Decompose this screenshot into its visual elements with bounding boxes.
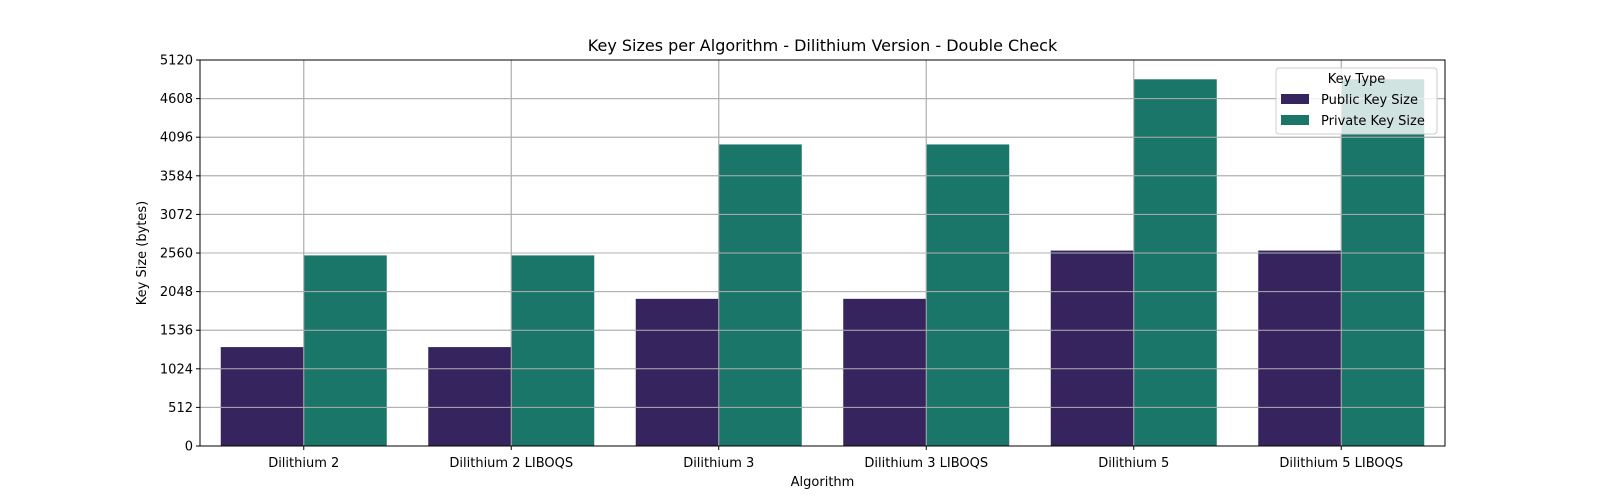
x-axis-label: Algorithm <box>791 475 855 490</box>
y-tick-label: 512 <box>168 401 193 416</box>
chart-title: Key Sizes per Algorithm - Dilithium Vers… <box>588 36 1058 55</box>
y-tick-label: 4096 <box>160 131 193 146</box>
legend-title: Key Type <box>1328 72 1386 87</box>
bar <box>1341 79 1425 447</box>
x-tick-label: Dilithium 3 <box>683 456 754 471</box>
axis-ticks: 0 512 1024 1536 2048 2560 3072 3584 4096 4608 5120… <box>160 54 1403 472</box>
y-tick-label: 2048 <box>160 285 193 300</box>
bar <box>511 255 595 446</box>
bar <box>635 298 719 446</box>
x-tick-label: Dilithium 2 LIBOQS <box>449 456 573 471</box>
y-tick-label: 0 <box>185 440 193 455</box>
x-tick-label: Dilithium 3 LIBOQS <box>864 456 988 471</box>
bar <box>1050 250 1134 446</box>
legend-label-private-key-size: Private Key Size <box>1321 114 1425 129</box>
bar <box>1258 250 1342 446</box>
y-tick-label: 1536 <box>160 324 193 339</box>
y-tick-label: 4608 <box>160 92 193 107</box>
bar <box>428 347 512 446</box>
bar <box>843 298 927 446</box>
legend-box <box>1275 67 1438 135</box>
legend: Key Type Public Key Size Private Key Siz… <box>1275 67 1438 135</box>
bar <box>926 144 1010 446</box>
legend-swatch-private-key-size <box>1281 115 1309 125</box>
y-axis-label: Key Size (bytes) <box>135 201 150 305</box>
y-tick-label: 1024 <box>160 362 193 377</box>
bar <box>1133 79 1217 447</box>
legend-label-public-key-size: Public Key Size <box>1321 93 1418 108</box>
bar <box>220 347 304 446</box>
y-tick-label: 3072 <box>160 208 193 223</box>
x-tick-label: Dilithium 5 LIBOQS <box>1279 456 1403 471</box>
x-tick-label: Dilithium 5 <box>1098 456 1169 471</box>
y-tick-label: 3584 <box>160 169 193 184</box>
y-tick-label: 5120 <box>160 54 193 69</box>
bar <box>718 144 802 446</box>
bars <box>200 59 1445 447</box>
legend-swatch-public-key-size <box>1281 94 1309 104</box>
y-tick-label: 2560 <box>160 247 193 262</box>
bar <box>303 255 387 446</box>
x-tick-label: Dilithium 2 <box>268 456 339 471</box>
